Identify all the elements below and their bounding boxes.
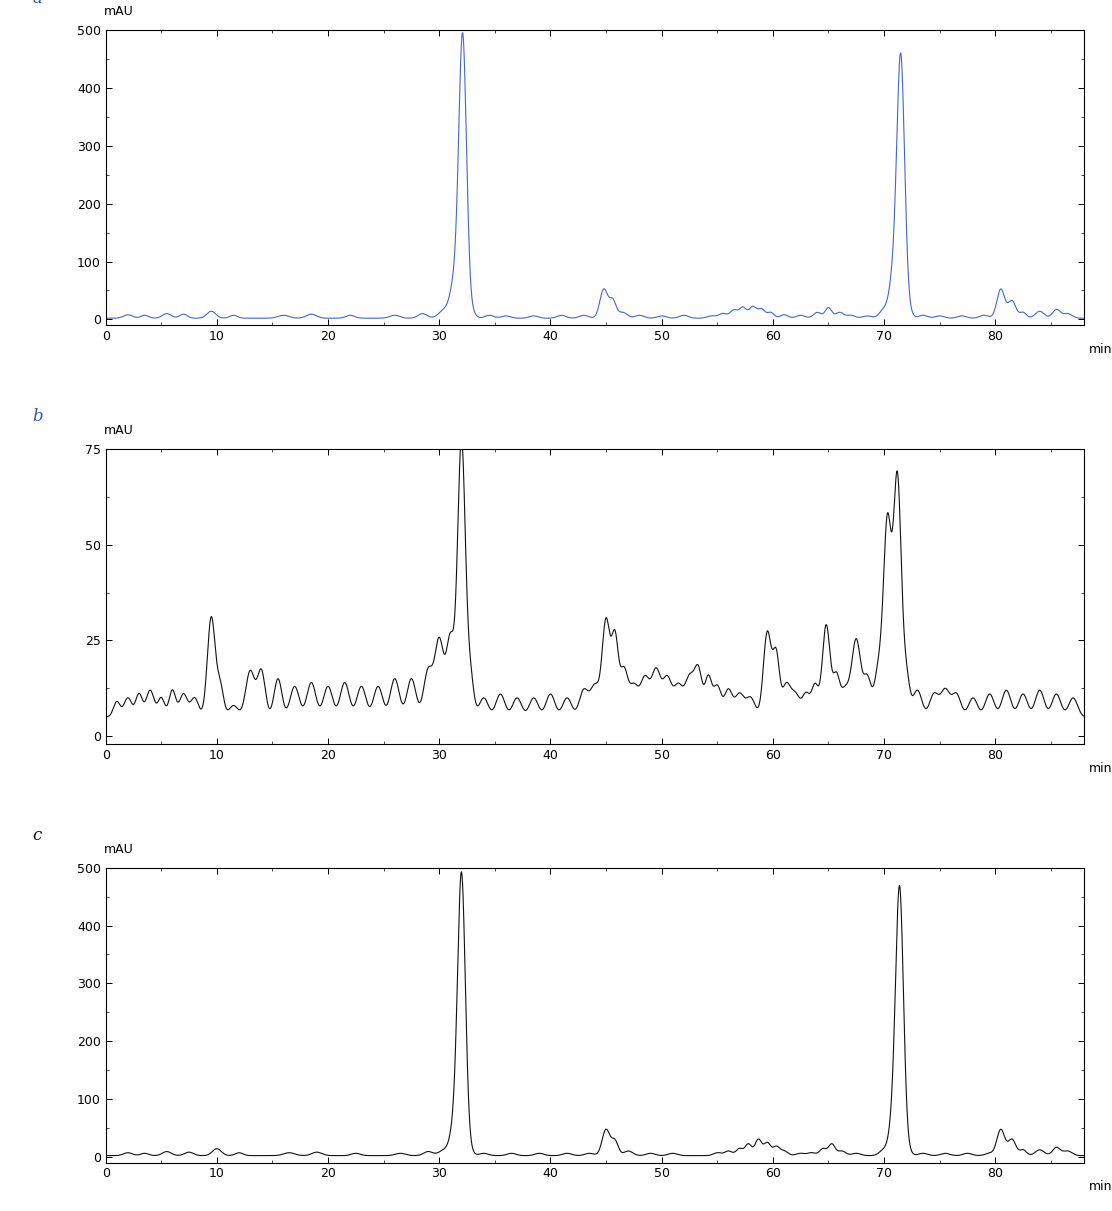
Text: a: a — [32, 0, 42, 7]
Text: min: min — [1089, 1181, 1112, 1193]
Text: mAU: mAU — [103, 6, 133, 18]
Text: mAU: mAU — [103, 424, 133, 437]
Text: min: min — [1089, 762, 1112, 775]
Text: mAU: mAU — [103, 843, 133, 856]
Text: min: min — [1089, 343, 1112, 356]
Text: b: b — [32, 408, 43, 425]
Text: c: c — [32, 827, 41, 844]
